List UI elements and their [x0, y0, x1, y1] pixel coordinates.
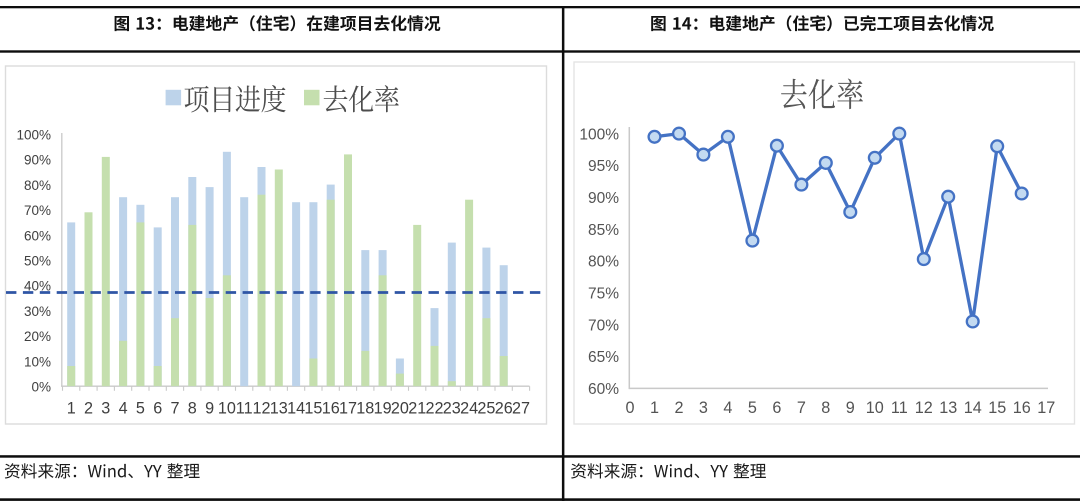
svg-text:12: 12 [252, 399, 270, 417]
svg-text:13: 13 [270, 399, 288, 417]
svg-text:0: 0 [625, 399, 634, 417]
svg-text:19: 19 [374, 399, 392, 417]
svg-text:2: 2 [84, 399, 93, 417]
svg-text:5: 5 [136, 399, 145, 417]
svg-text:0%: 0% [31, 380, 51, 395]
svg-text:40%: 40% [24, 279, 51, 294]
svg-text:90%: 90% [24, 153, 51, 168]
svg-text:13: 13 [939, 399, 957, 417]
svg-text:30%: 30% [24, 304, 51, 319]
svg-text:10: 10 [218, 399, 236, 417]
svg-text:100%: 100% [16, 128, 51, 143]
svg-text:9: 9 [205, 399, 214, 417]
svg-text:2: 2 [674, 399, 683, 417]
svg-text:23: 23 [443, 399, 461, 417]
svg-text:10%: 10% [24, 354, 51, 369]
svg-text:21: 21 [408, 399, 426, 417]
svg-text:17: 17 [339, 399, 357, 417]
svg-text:12: 12 [915, 399, 933, 417]
svg-text:11: 11 [891, 399, 908, 417]
svg-text:7: 7 [170, 399, 179, 417]
svg-text:100%: 100% [579, 126, 619, 143]
svg-text:70%: 70% [24, 203, 51, 218]
svg-text:16: 16 [1013, 399, 1031, 417]
svg-text:6: 6 [772, 399, 781, 417]
svg-text:3: 3 [101, 399, 110, 417]
svg-text:7: 7 [797, 399, 806, 417]
svg-text:17: 17 [1037, 399, 1055, 417]
svg-text:50%: 50% [24, 254, 51, 269]
svg-text:24: 24 [460, 399, 478, 417]
svg-text:95%: 95% [588, 158, 619, 175]
svg-text:20%: 20% [24, 329, 51, 344]
svg-text:60%: 60% [24, 228, 51, 243]
svg-text:10: 10 [866, 399, 884, 417]
svg-text:6: 6 [153, 399, 162, 417]
svg-text:8: 8 [188, 399, 197, 417]
svg-text:15: 15 [988, 399, 1006, 417]
svg-text:14: 14 [964, 399, 982, 417]
svg-text:85%: 85% [588, 222, 619, 239]
svg-text:75%: 75% [588, 286, 619, 303]
svg-text:70%: 70% [588, 317, 619, 334]
svg-text:8: 8 [821, 399, 830, 417]
svg-text:18: 18 [356, 399, 374, 417]
svg-text:80%: 80% [588, 254, 619, 271]
svg-text:3: 3 [699, 399, 708, 417]
svg-text:15: 15 [304, 399, 322, 417]
svg-text:27: 27 [512, 399, 530, 417]
svg-text:65%: 65% [588, 349, 619, 366]
svg-text:90%: 90% [588, 190, 619, 207]
svg-text:1: 1 [650, 399, 659, 417]
svg-text:4: 4 [119, 399, 128, 417]
svg-text:1: 1 [67, 399, 76, 417]
svg-text:14: 14 [287, 399, 305, 417]
svg-text:9: 9 [846, 399, 855, 417]
svg-text:80%: 80% [24, 178, 51, 193]
svg-text:4: 4 [723, 399, 732, 417]
svg-text:22: 22 [425, 399, 443, 417]
svg-text:20: 20 [391, 399, 409, 417]
svg-text:60%: 60% [588, 381, 619, 398]
svg-text:5: 5 [748, 399, 757, 417]
svg-text:11: 11 [236, 399, 253, 417]
svg-text:16: 16 [322, 399, 340, 417]
svg-text:26: 26 [495, 399, 513, 417]
svg-text:25: 25 [477, 399, 495, 417]
